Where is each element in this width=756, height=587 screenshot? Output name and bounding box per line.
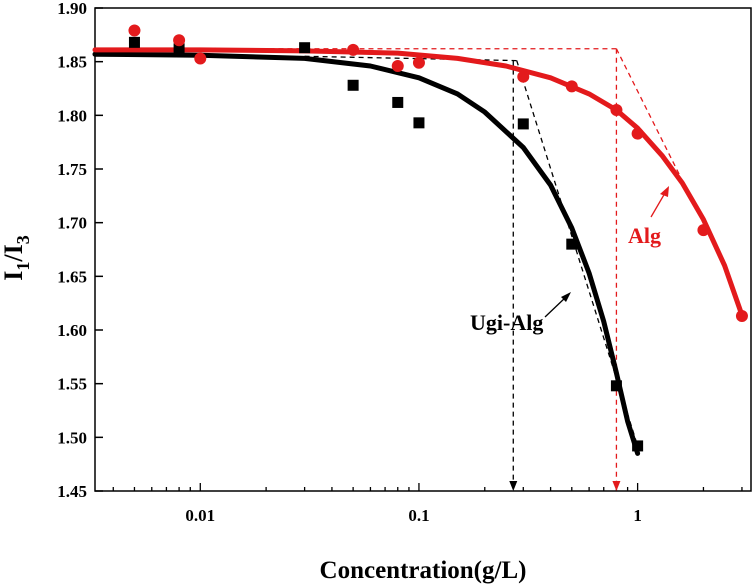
- ugi-alg-data-point: [610, 380, 622, 392]
- ugi-alg-data-point: [128, 36, 140, 48]
- alg-data-point: [173, 34, 186, 47]
- alg-data-point: [565, 80, 578, 93]
- ugi-alg-data-point: [566, 238, 578, 250]
- y-tick-label: 1.45: [57, 482, 87, 501]
- alg-data-point: [194, 52, 207, 65]
- alg-data-point: [391, 59, 404, 72]
- annotation-alg-pointer-head: [660, 186, 669, 197]
- alg-data-point: [517, 70, 530, 83]
- ugi-alg-data-point: [632, 440, 644, 452]
- y-tick-label: 1.80: [57, 106, 87, 125]
- annotation-ugi-alg: Ugi-Alg: [470, 310, 543, 335]
- y-axis-title-base: I: [0, 271, 28, 281]
- y-axis-title-slash: /I: [0, 244, 28, 262]
- alg-data-point: [347, 43, 360, 56]
- y-tick-label: 1.70: [57, 214, 87, 233]
- y-axis-title-sub1: 1: [13, 262, 33, 271]
- alg-data-point: [610, 103, 623, 116]
- guide-lines: [134, 48, 680, 491]
- annotation-alg: Alg: [628, 223, 661, 248]
- data-points: [128, 24, 748, 452]
- ugi-alg-data-point: [173, 43, 185, 55]
- alg-fit-curve: [92, 47, 745, 318]
- ugi-alg-data-point: [413, 117, 425, 129]
- y-tick-label: 1.75: [57, 160, 87, 179]
- axis-ticks: 1.45 1.50 1.55 1.60 1.65 1.70 1.75 1.80 1.85 1.90…: [57, 0, 743, 525]
- annotation-ugi-alg-pointer-head: [561, 292, 571, 302]
- y-tick-label: 1.65: [57, 267, 87, 286]
- annotation-alg-pointer: [650, 192, 666, 218]
- x-tick-label: 1: [633, 506, 642, 525]
- svg-text:I1/I3: I1/I3: [0, 235, 33, 280]
- annotation-ugi-alg-pointer: [544, 296, 567, 318]
- alg-data-point: [735, 310, 748, 323]
- y-tick-label: 1.90: [57, 0, 87, 18]
- guide-alg-cmc-arrow-head: [612, 481, 621, 491]
- ugi-alg-data-point: [517, 118, 529, 130]
- guide-ugi-alg-cmc-arrow-head: [509, 481, 518, 491]
- alg-data-point: [697, 224, 710, 237]
- y-tick-label: 1.60: [57, 321, 87, 340]
- ugi-alg-data-point: [347, 79, 359, 91]
- x-tick-label: 0.1: [408, 506, 429, 525]
- y-axis-title: I1/I3: [0, 235, 33, 280]
- ugi-alg-data-point: [392, 96, 404, 108]
- plot-frame: [94, 7, 752, 492]
- alg-data-point: [631, 127, 644, 140]
- ugi-alg-fit-curve: [92, 51, 641, 456]
- guide-alg-slope: [615, 48, 680, 175]
- fit-curves: [92, 47, 745, 456]
- y-tick-label: 1.50: [57, 428, 87, 447]
- y-tick-label: 1.85: [57, 53, 87, 72]
- x-axis-title: Concentration(g/L): [320, 557, 527, 584]
- alg-data-point: [128, 24, 141, 37]
- ugi-alg-data-point: [299, 42, 311, 54]
- x-tick-label: 0.01: [185, 506, 215, 525]
- alg-data-point: [412, 56, 425, 69]
- y-tick-label: 1.55: [57, 375, 87, 394]
- y-axis-title-sub2: 3: [13, 235, 33, 244]
- annotations: Ugi-Alg Alg: [470, 186, 669, 335]
